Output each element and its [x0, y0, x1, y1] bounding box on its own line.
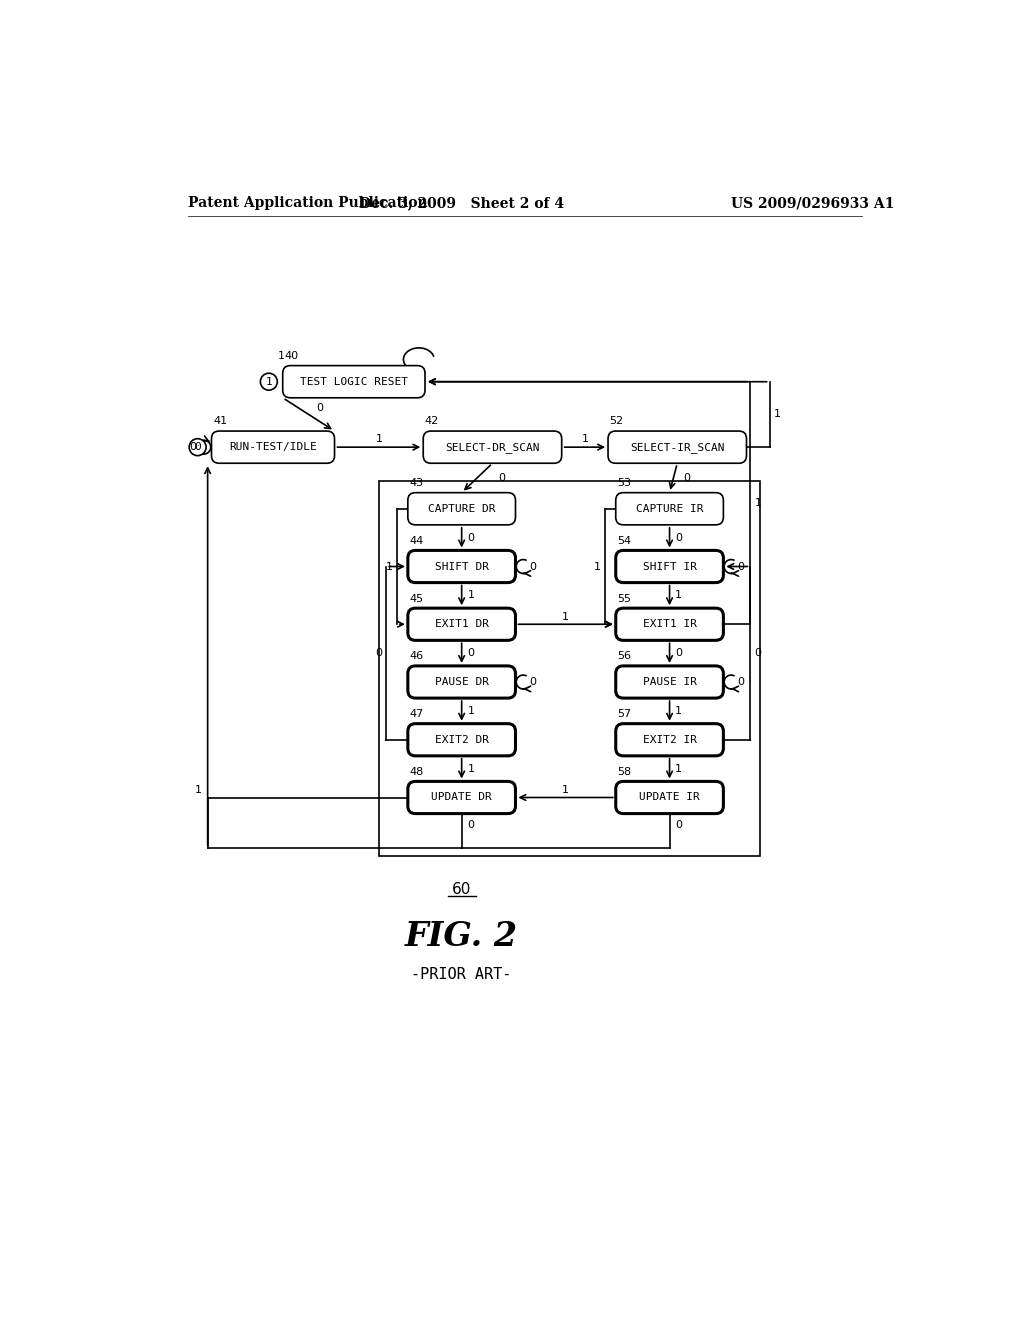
Text: 0: 0	[675, 648, 682, 659]
Circle shape	[260, 374, 278, 391]
Text: UPDATE DR: UPDATE DR	[431, 792, 493, 803]
Text: 52: 52	[609, 416, 624, 426]
Text: 1: 1	[386, 561, 393, 572]
Text: 46: 46	[410, 651, 424, 661]
Text: 0: 0	[189, 442, 197, 453]
Text: 53: 53	[617, 478, 631, 488]
Text: 0: 0	[316, 404, 324, 413]
Text: 45: 45	[410, 594, 424, 603]
Text: 60: 60	[452, 882, 471, 898]
Text: 42: 42	[425, 416, 439, 426]
Text: 1: 1	[195, 785, 202, 795]
Text: 0: 0	[375, 648, 382, 659]
Text: 47: 47	[410, 709, 424, 719]
FancyBboxPatch shape	[608, 432, 746, 463]
Text: 58: 58	[617, 767, 632, 776]
FancyBboxPatch shape	[408, 665, 515, 698]
Text: 57: 57	[617, 709, 632, 719]
Text: 0: 0	[737, 677, 743, 686]
Text: 1: 1	[675, 764, 682, 774]
FancyBboxPatch shape	[408, 781, 515, 813]
Text: SHIFT IR: SHIFT IR	[643, 561, 696, 572]
FancyBboxPatch shape	[615, 550, 723, 582]
FancyBboxPatch shape	[283, 366, 425, 397]
Text: 0: 0	[675, 820, 682, 830]
Text: SELECT-IR_SCAN: SELECT-IR_SCAN	[630, 442, 725, 453]
FancyBboxPatch shape	[615, 609, 723, 640]
Text: 1: 1	[278, 351, 285, 362]
Text: PAUSE IR: PAUSE IR	[643, 677, 696, 686]
FancyBboxPatch shape	[615, 492, 723, 525]
Text: 56: 56	[617, 651, 631, 661]
Text: UPDATE IR: UPDATE IR	[639, 792, 700, 803]
Text: 54: 54	[617, 536, 632, 545]
Text: FIG. 2: FIG. 2	[406, 920, 518, 953]
Text: 0: 0	[195, 442, 201, 453]
Text: 43: 43	[410, 478, 424, 488]
Text: 41: 41	[213, 416, 227, 426]
Text: TEST LOGIC RESET: TEST LOGIC RESET	[300, 376, 408, 387]
Text: 0: 0	[529, 561, 536, 572]
FancyBboxPatch shape	[615, 723, 723, 756]
FancyBboxPatch shape	[615, 665, 723, 698]
Text: 40: 40	[285, 351, 298, 360]
Text: EXIT1 IR: EXIT1 IR	[643, 619, 696, 630]
FancyBboxPatch shape	[408, 550, 515, 582]
Text: 1: 1	[467, 764, 474, 774]
Text: 0: 0	[529, 677, 536, 686]
FancyBboxPatch shape	[408, 723, 515, 756]
Text: 48: 48	[410, 767, 424, 776]
Text: 0: 0	[737, 561, 743, 572]
Text: PAUSE DR: PAUSE DR	[434, 677, 488, 686]
Text: 0: 0	[467, 820, 474, 830]
Text: CAPTURE IR: CAPTURE IR	[636, 504, 703, 513]
Text: RUN-TEST/IDLE: RUN-TEST/IDLE	[229, 442, 316, 453]
Text: EXIT2 IR: EXIT2 IR	[643, 735, 696, 744]
Text: 1: 1	[562, 611, 569, 622]
Text: 1: 1	[774, 409, 780, 420]
Text: Patent Application Publication: Patent Application Publication	[188, 197, 428, 210]
Text: 0: 0	[467, 533, 474, 543]
FancyBboxPatch shape	[615, 781, 723, 813]
Text: EXIT1 DR: EXIT1 DR	[434, 619, 488, 630]
Text: 0: 0	[755, 648, 762, 659]
FancyBboxPatch shape	[408, 609, 515, 640]
FancyBboxPatch shape	[423, 432, 562, 463]
Text: EXIT2 DR: EXIT2 DR	[434, 735, 488, 744]
Text: 0: 0	[499, 473, 505, 483]
Text: 1: 1	[467, 706, 474, 715]
Text: 1: 1	[467, 590, 474, 601]
Text: 1: 1	[265, 376, 272, 387]
Circle shape	[189, 438, 206, 455]
Text: 0: 0	[467, 648, 474, 659]
Text: 1: 1	[675, 590, 682, 601]
Text: CAPTURE DR: CAPTURE DR	[428, 504, 496, 513]
FancyBboxPatch shape	[212, 432, 335, 463]
Text: 0: 0	[683, 473, 690, 483]
Text: 1: 1	[755, 498, 762, 508]
FancyBboxPatch shape	[408, 492, 515, 525]
Text: 44: 44	[410, 536, 424, 545]
Text: US 2009/0296933 A1: US 2009/0296933 A1	[731, 197, 895, 210]
Text: 1: 1	[376, 434, 382, 445]
Text: 1: 1	[594, 561, 601, 572]
Text: 55: 55	[617, 594, 631, 603]
Bar	[379, 480, 761, 855]
Text: 1: 1	[675, 706, 682, 715]
Text: 0: 0	[675, 533, 682, 543]
Text: SHIFT DR: SHIFT DR	[434, 561, 488, 572]
Text: -PRIOR ART-: -PRIOR ART-	[412, 968, 512, 982]
Text: Dec. 3, 2009   Sheet 2 of 4: Dec. 3, 2009 Sheet 2 of 4	[359, 197, 564, 210]
Text: 1: 1	[582, 434, 589, 445]
Text: SELECT-DR_SCAN: SELECT-DR_SCAN	[445, 442, 540, 453]
Text: 1: 1	[562, 785, 569, 795]
